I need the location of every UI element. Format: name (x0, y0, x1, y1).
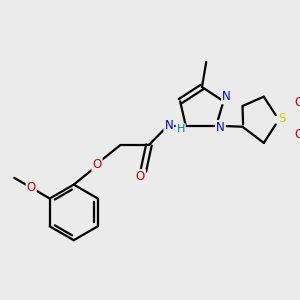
Text: N: N (216, 121, 225, 134)
Text: O: O (136, 170, 145, 183)
Text: O: O (27, 181, 36, 194)
Text: O: O (92, 158, 102, 171)
Text: O: O (294, 96, 300, 109)
Text: O: O (294, 128, 300, 142)
Text: N: N (164, 119, 173, 132)
Text: H: H (176, 124, 185, 134)
Text: S: S (278, 112, 286, 125)
Text: N: N (222, 91, 231, 103)
